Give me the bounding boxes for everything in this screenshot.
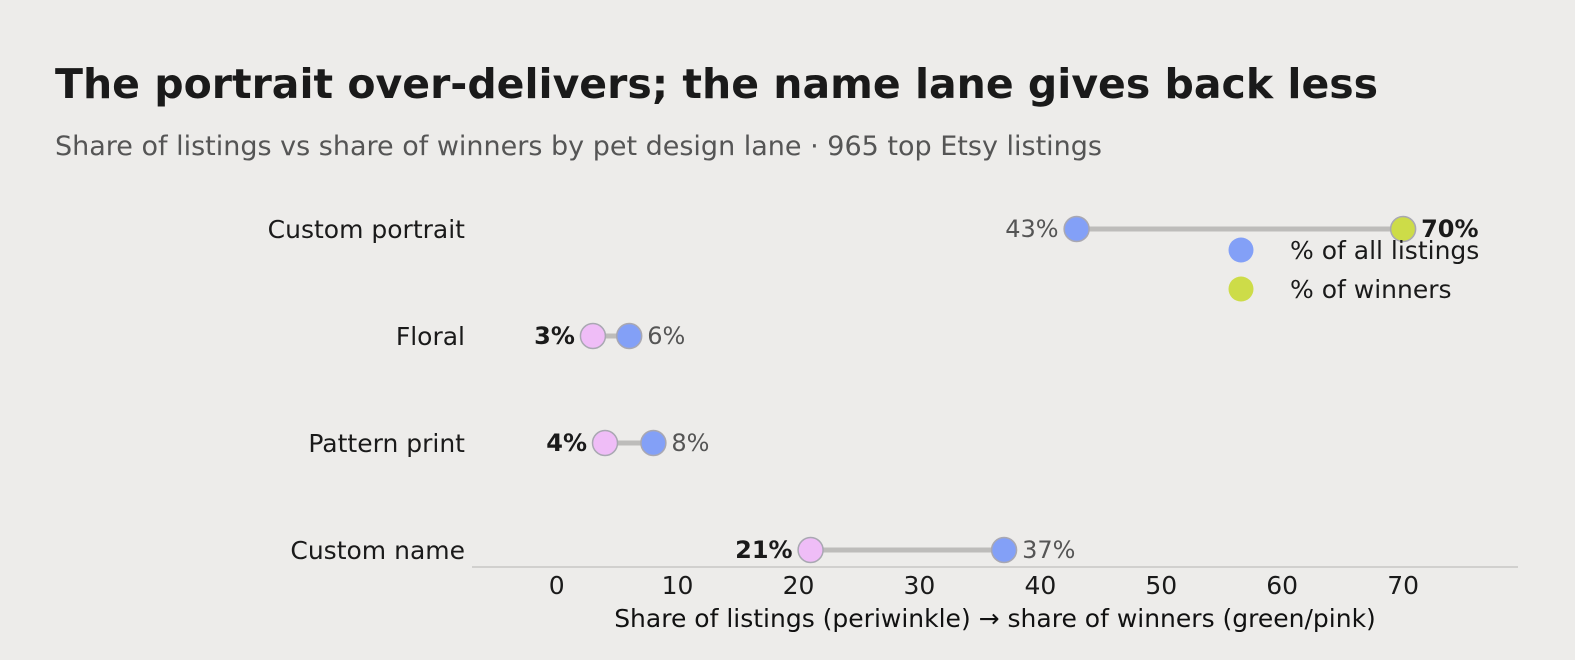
listings-point [1063,215,1090,243]
winners-point [1389,215,1417,243]
listings-point [990,536,1018,564]
winners-value-label: 70% [1421,215,1478,243]
legend-label: % of all listings [1290,236,1479,265]
chart-subtitle: Share of listings vs share of winners by… [55,131,1102,162]
listings-value-label: 6% [647,322,685,350]
listings-point [615,322,643,350]
category-label: Pattern print [308,429,465,458]
x-tick-label: 60 [1266,571,1298,600]
winners-point [591,429,619,457]
x-tick-label: 10 [662,571,694,600]
listings-point [640,429,667,457]
x-tick-label: 20 [783,571,815,600]
x-tick-label: 0 [549,571,565,600]
x-tick-label: 50 [1145,571,1177,600]
x-tick-label: 30 [904,571,936,600]
category-label: Floral [396,322,465,351]
winners-point [797,536,824,564]
legend-marker [1228,276,1254,302]
winners-value-label: 4% [546,429,587,457]
x-tick-label: 40 [1024,571,1056,600]
x-tick-label: 70 [1387,571,1419,600]
legend-marker [1228,237,1254,263]
winners-value-label: 3% [534,322,575,350]
category-label: Custom portrait [268,215,466,244]
legend-label: % of winners [1290,275,1452,304]
category-label: Custom name [290,536,465,565]
winners-value-label: 21% [735,536,792,564]
x-axis-title: Share of listings (periwinkle) → share o… [614,604,1376,633]
winners-point [579,322,607,350]
listings-value-label: 8% [671,429,709,457]
chart-title: The portrait over-delivers; the name lan… [55,60,1379,108]
listings-value-label: 43% [1005,215,1058,243]
listings-value-label: 37% [1022,536,1075,564]
